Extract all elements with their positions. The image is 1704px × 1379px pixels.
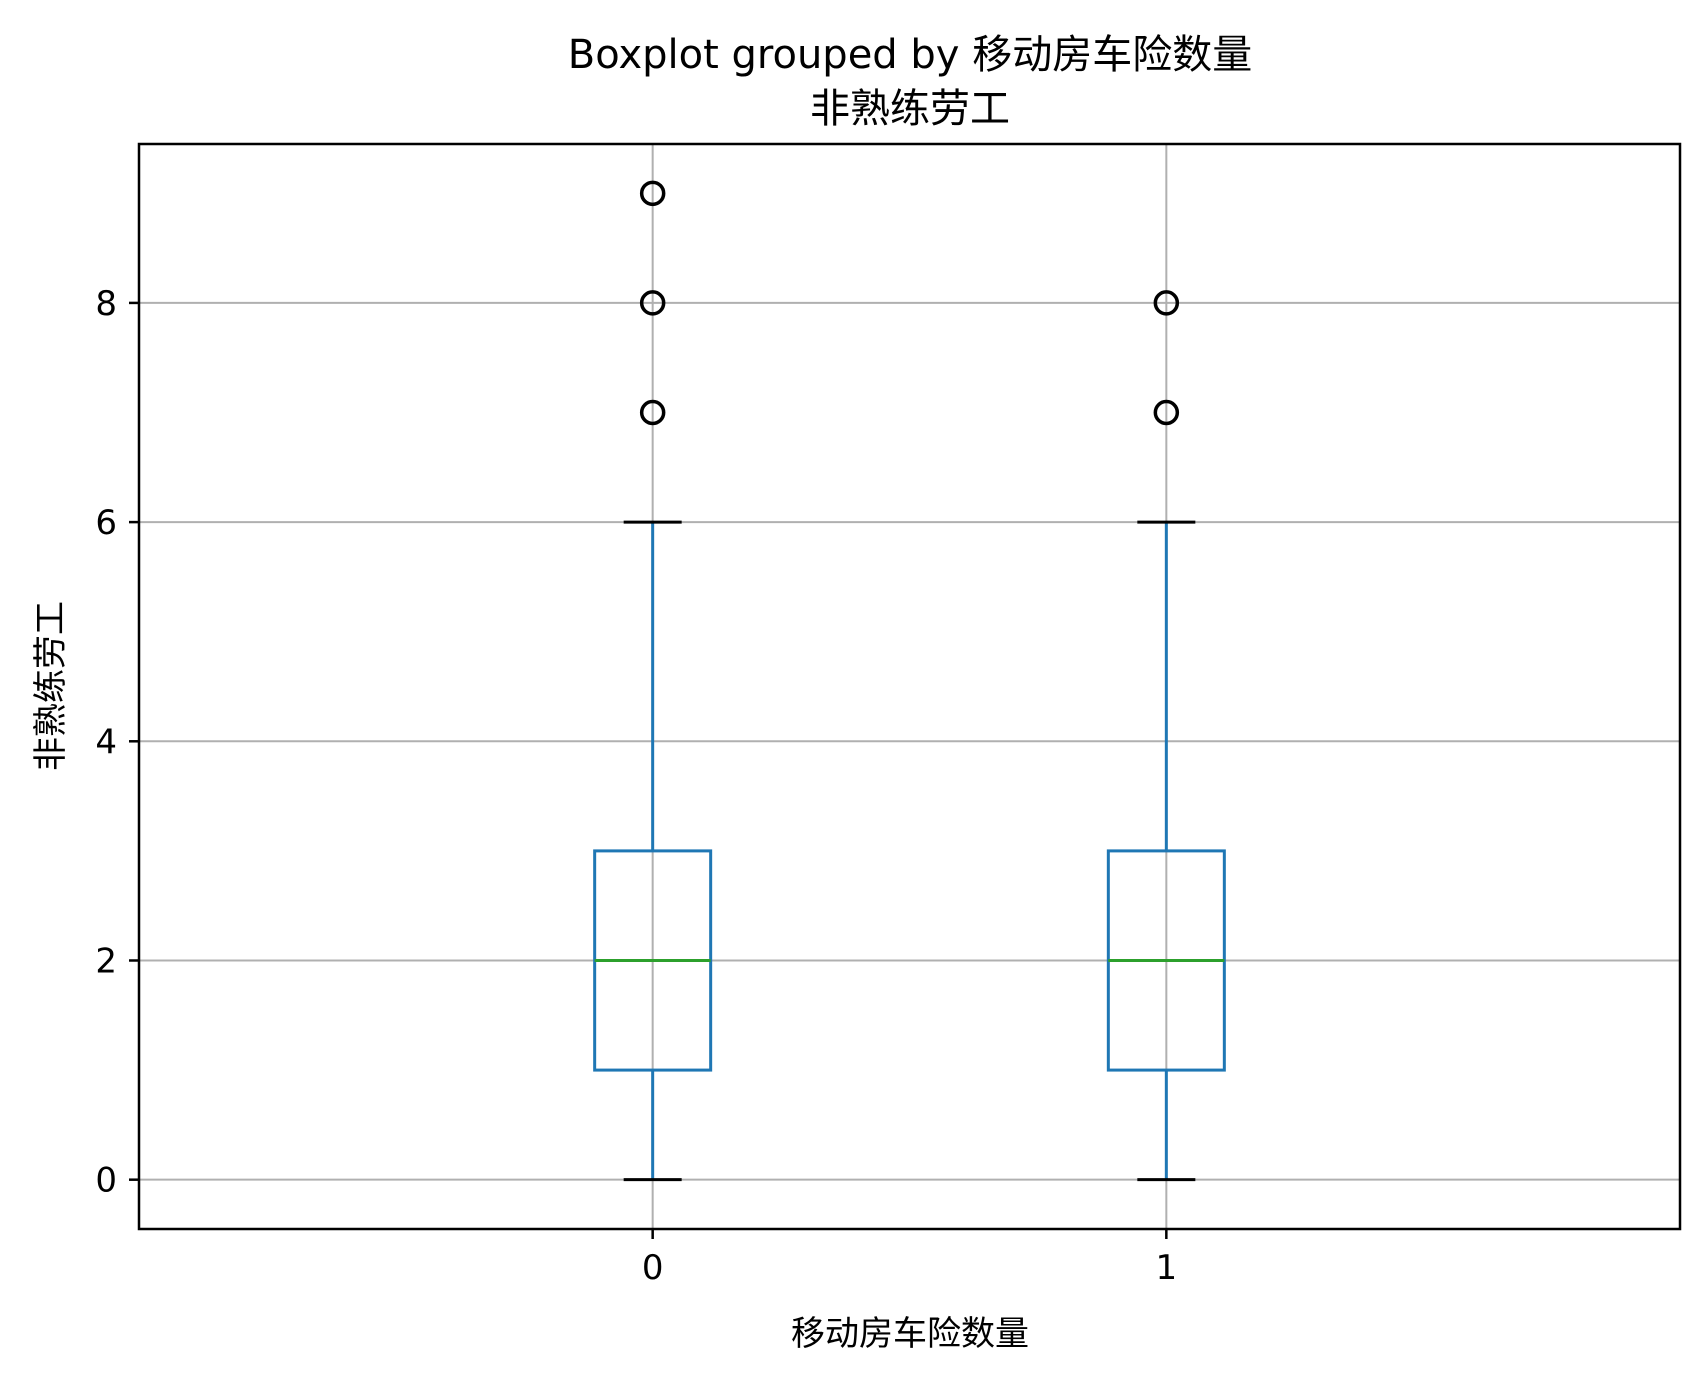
x-tick-label: 0: [642, 1248, 664, 1288]
y-tick-label: 0: [95, 1161, 117, 1201]
outlier-point: [1153, 290, 1180, 316]
box-group: [593, 180, 713, 1182]
y-tick-label: 6: [95, 503, 117, 543]
y-axis-label: 非熟练劳工: [31, 601, 71, 771]
axis-ticks: 0 2 4 6 8 0 1: [95, 284, 1177, 1288]
chart-subtitle: 非熟练劳工: [810, 86, 1010, 132]
x-tick-label: 1: [1156, 1248, 1178, 1288]
plot-frame: [137, 142, 1682, 1231]
chart-title: Boxplot grouped by 移动房车险数量: [568, 32, 1252, 78]
outlier-point: [639, 290, 666, 316]
y-tick-label: 2: [95, 941, 117, 981]
box-group: [1106, 290, 1226, 1182]
y-tick-label: 8: [95, 284, 117, 324]
outlier-point: [639, 399, 666, 426]
x-axis-label: 移动房车险数量: [791, 1314, 1029, 1354]
y-tick-label: 4: [95, 722, 117, 762]
grid-lines: [139, 144, 1680, 1229]
boxes: [593, 180, 1226, 1182]
outlier-point: [1153, 399, 1180, 426]
outlier-point: [639, 180, 666, 207]
